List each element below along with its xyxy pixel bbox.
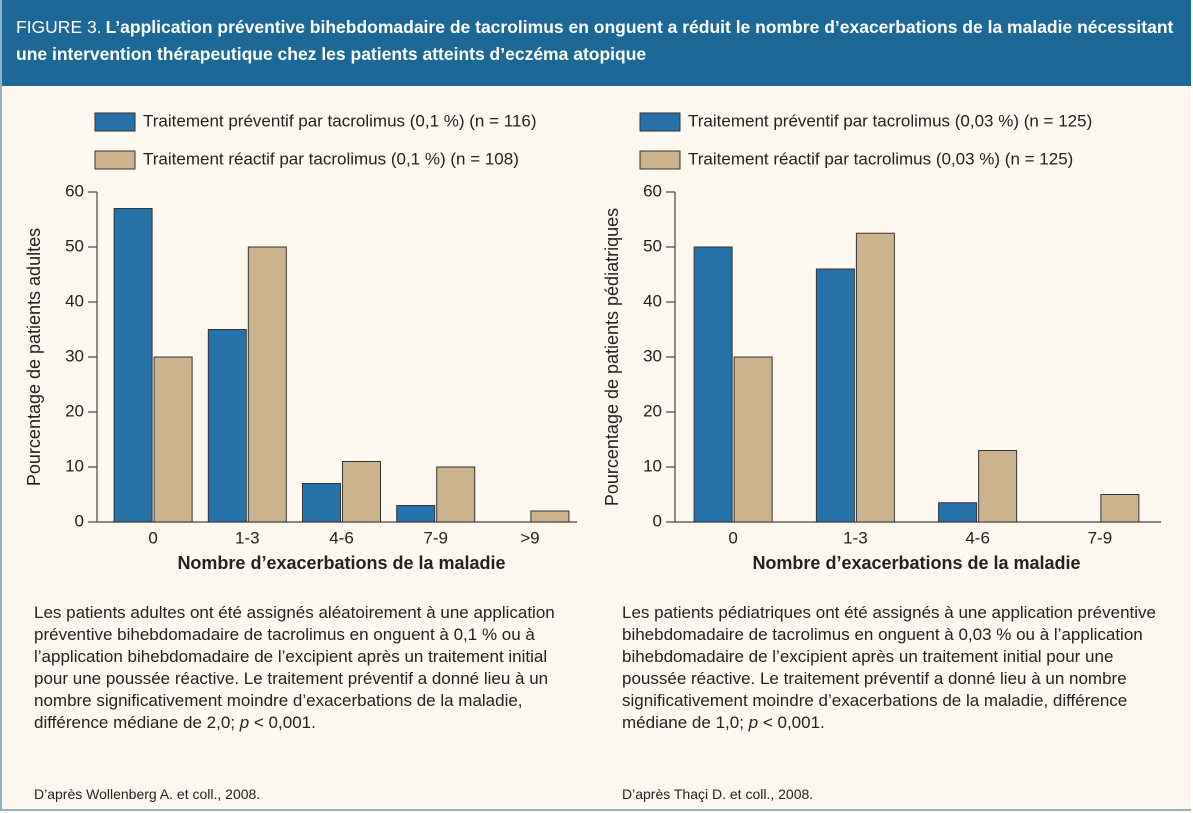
- y-tick-label: 0: [75, 511, 84, 530]
- y-axis-title: Pourcentage de patients pédiatriques: [602, 208, 622, 506]
- legend-label: Traitement préventif par tacrolimus (0,0…: [688, 111, 1092, 130]
- figure-title: L’application préventive bihebdomadaire …: [16, 17, 1174, 64]
- bar: [207, 329, 247, 523]
- bar: [733, 356, 773, 523]
- bar: [302, 483, 341, 523]
- legend-swatch: [94, 150, 136, 170]
- legend-swatch: [639, 150, 681, 170]
- legend-swatch: [94, 112, 136, 132]
- y-tick-label: 0: [653, 511, 662, 530]
- caption-text: < 0,001.: [758, 713, 825, 732]
- x-tick-label: >9: [520, 528, 539, 547]
- x-tick-label: 7-9: [423, 528, 448, 547]
- caption-text: < 0,001.: [249, 713, 316, 732]
- caption-italic: p: [239, 713, 250, 732]
- y-tick-label: 30: [65, 346, 84, 365]
- bar: [113, 208, 153, 523]
- caption-text: Les patients adultes ont été assignés al…: [34, 603, 555, 732]
- caption: Les patients pédiatriques ont été assign…: [622, 602, 1162, 734]
- source: D’après Wollenberg A. et coll., 2008.: [34, 786, 261, 802]
- x-tick-label: 4-6: [329, 528, 354, 547]
- figure-header: FIGURE 3. L’application préventive bihebd…: [2, 0, 1191, 86]
- x-axis-title: Nombre d’exacerbations de la maladie: [177, 553, 505, 573]
- y-tick-label: 60: [65, 181, 84, 200]
- y-tick-label: 20: [643, 401, 662, 420]
- y-axis-title: Pourcentage de patients adultes: [24, 228, 44, 486]
- caption-text: Les patients pédiatriques ont été assign…: [622, 603, 1156, 732]
- y-tick-label: 60: [643, 181, 662, 200]
- legend-label: Traitement préventif par tacrolimus (0,1…: [143, 111, 537, 130]
- bar: [855, 232, 895, 523]
- y-tick-label: 10: [643, 456, 662, 475]
- figure-label: FIGURE 3.: [16, 17, 102, 37]
- caption-italic: p: [748, 713, 759, 732]
- x-tick-label: 0: [148, 528, 157, 547]
- legend-swatch: [639, 112, 681, 132]
- legend-label: Traitement réactif par tacrolimus (0,03 …: [688, 149, 1073, 168]
- x-tick-label: 7-9: [1088, 528, 1113, 547]
- bar: [247, 246, 287, 523]
- y-tick-label: 50: [65, 236, 84, 255]
- bar: [693, 246, 733, 523]
- x-tick-label: 1-3: [843, 528, 868, 547]
- x-tick-label: 1-3: [235, 528, 260, 547]
- y-tick-label: 40: [65, 291, 84, 310]
- y-tick-label: 50: [643, 236, 662, 255]
- caption: Les patients adultes ont été assignés al…: [34, 602, 574, 734]
- y-tick-label: 40: [643, 291, 662, 310]
- bar: [978, 450, 1018, 523]
- bar: [153, 356, 193, 523]
- bar: [530, 510, 570, 523]
- y-tick-label: 20: [65, 401, 84, 420]
- x-axis-title: Nombre d’exacerbations de la maladie: [752, 553, 1080, 573]
- bar: [436, 466, 476, 523]
- y-tick-label: 10: [65, 456, 84, 475]
- x-tick-label: 0: [728, 528, 737, 547]
- bar: [938, 502, 978, 523]
- bar: [342, 461, 381, 523]
- source: D’après Thaçi D. et coll., 2008.: [622, 786, 814, 802]
- bar: [396, 505, 436, 523]
- x-tick-label: 4-6: [965, 528, 990, 547]
- y-tick-label: 30: [643, 346, 662, 365]
- bar: [1100, 494, 1140, 523]
- bar: [815, 268, 855, 523]
- legend-label: Traitement réactif par tacrolimus (0,1 %…: [143, 149, 519, 168]
